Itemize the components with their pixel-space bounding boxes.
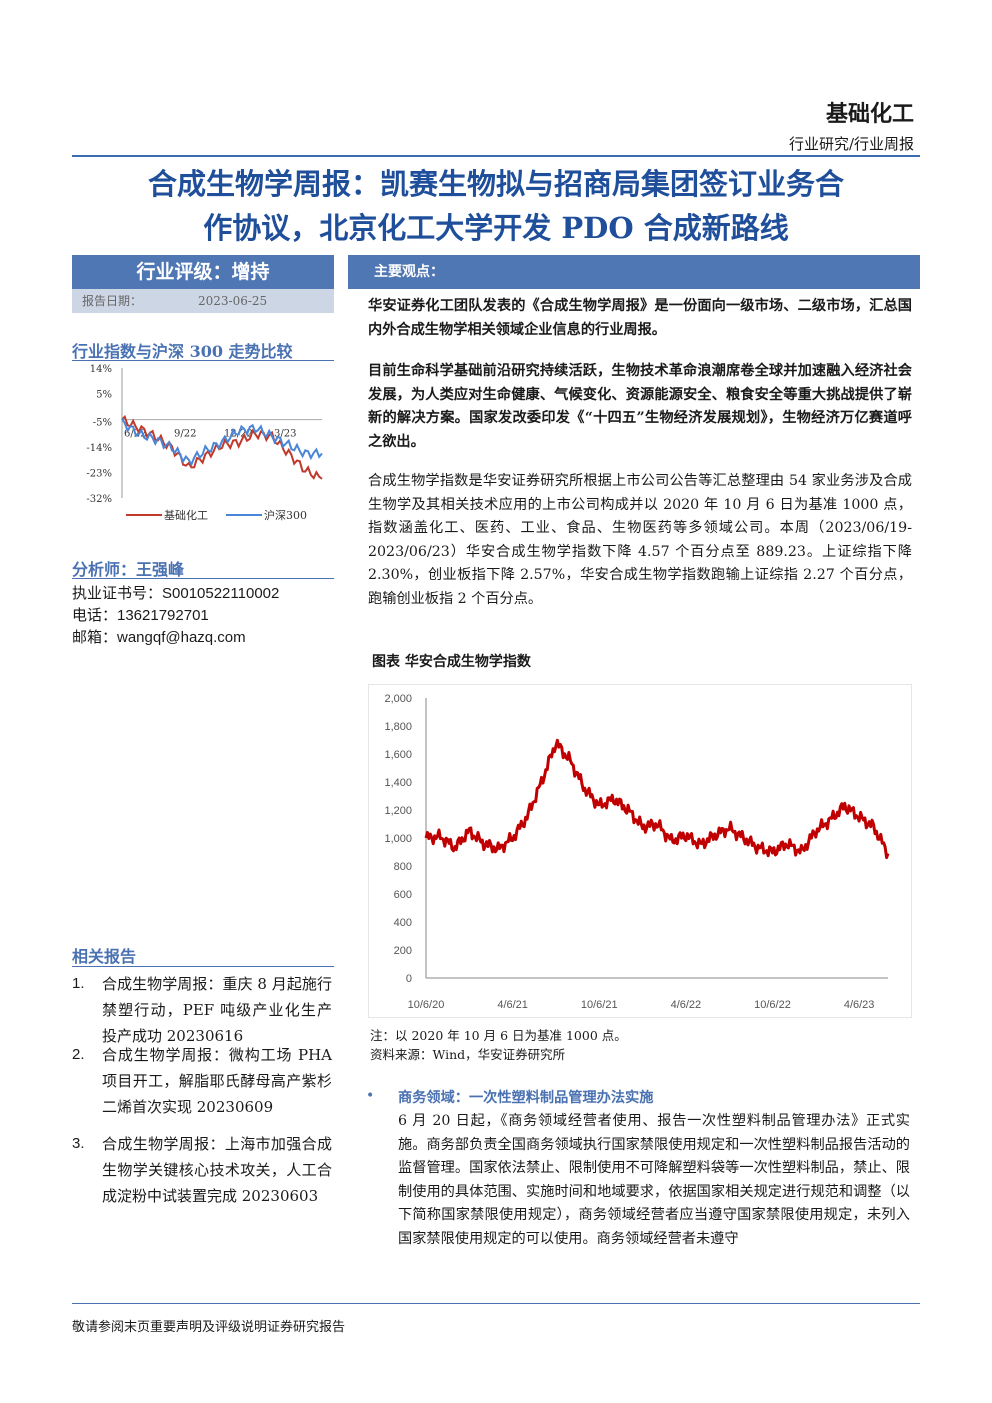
y-tick-label: 2,000 (384, 693, 412, 705)
header-divider (72, 155, 920, 157)
synbio-index-chart: 2,000 1,800 1,600 1,400 1,200 1,000 800 600 400 2… (368, 684, 912, 1018)
index-comparison-chart: 14%5%-5%-14%-23%-32%6/22 9/22 12/22 3/23基础化… (86, 364, 323, 522)
analyst-certificate: 执业证书号：S0010522110002 (72, 585, 280, 602)
y-tick-label: 1,400 (384, 777, 412, 789)
y-tick-label: 5% (96, 389, 112, 400)
chart-frame (368, 684, 912, 1018)
sector-name: 基础化工 (825, 101, 914, 127)
y-tick-label: -14% (86, 443, 112, 454)
y-tick-label: 14% (90, 364, 112, 375)
footer-disclaimer: 敬请参阅末页重要声明及评级说明证券研究报告 (72, 1320, 346, 1335)
related-report-link[interactable]: 合成生物学周报：微构工场 PHA 项目开工，解脂耶氏酵母高产紫杉二烯首次实现 2… (102, 1046, 332, 1116)
index-chart-caption: 图表 华安合成生物学指数 (372, 654, 531, 670)
footer-divider (72, 1303, 920, 1304)
index-chart-heading: 行业指数与沪深 300 走势比较 (72, 342, 293, 361)
y-tick-label: -23% (86, 469, 112, 480)
analyst-divider (72, 578, 334, 579)
background-paragraph: 目前生命科学基础前沿研究持续活跃，生物技术革命浪潮席卷全球并加速融入经济社会发展… (368, 363, 912, 450)
intro-paragraph: 华安证券化工团队发表的《合成生物学周报》是一份面向一级市场、二级市场，汇总国内外… (368, 298, 912, 338)
x-tick-label: 10/6/21 (581, 999, 618, 1011)
x-tick-label: 4/6/21 (497, 999, 528, 1011)
analyst-email[interactable]: 邮箱：wangqf@hazq.com (72, 629, 246, 646)
news-body: 6 月 20 日起，《商务领域经营者使用、报告一次性塑料制品管理办法》正式实施。… (398, 1113, 910, 1247)
series-line-0 (121, 414, 323, 480)
related-report-link[interactable]: 合成生物学周报：重庆 8 月起施行禁塑行动，PEF 吨级产业化生产投产成功 20… (102, 975, 332, 1045)
y-tick-label: 1,600 (384, 749, 412, 761)
related-report-number: 3. (72, 1135, 85, 1152)
related-report-number: 2. (72, 1046, 85, 1063)
main-views-label: 主要观点： (374, 264, 444, 280)
y-tick-label: 800 (394, 861, 412, 873)
bullet-icon: • (366, 1088, 375, 1104)
related-report-link[interactable]: 合成生物学周报：上海市加强合成生物学关键核心技术攻关，人工合成淀粉中试装置完成 … (102, 1135, 332, 1205)
analyst-phone: 电话：13621792701 (72, 607, 209, 624)
y-tick-label: 1,200 (384, 805, 412, 817)
x-tick-label: 9/22 (174, 429, 196, 440)
index-summary-paragraph: 合成生物学指数是华安证券研究所根据上市公司公告等汇总整理由 54 家业务涉及合成… (368, 473, 912, 607)
report-date-label: 报告日期： (82, 294, 143, 308)
y-tick-label: 600 (394, 889, 412, 901)
x-tick-label: 4/6/22 (671, 999, 702, 1011)
title-line-2: 作协议，北京化工大学开发 PDO 合成新路线 (203, 211, 789, 245)
title-line-1: 合成生物学周报：凯赛生物拟与招商局集团签订业务合 (147, 167, 844, 201)
series-line-1 (121, 418, 323, 467)
index-chart-divider (72, 360, 334, 361)
y-tick-label: -32% (86, 494, 112, 505)
analyst-heading: 分析师：王强峰 (72, 560, 185, 579)
legend-label: 沪深300 (264, 508, 307, 522)
related-report-number: 1. (72, 975, 85, 992)
chart-note: 注：以 2020 年 10 月 6 日为基准 1000 点。 (370, 1028, 627, 1043)
related-reports-heading: 相关报告 (72, 947, 137, 966)
report-date-bar: 报告日期： 2023-06-25 (72, 289, 334, 313)
y-tick-label: 0 (406, 973, 412, 985)
index-series-line (424, 738, 890, 860)
document-title: 合成生物学周报：凯赛生物拟与招商局集团签订业务合 作协议，北京化工大学开发 PD… (72, 162, 920, 250)
y-tick-label: 200 (394, 945, 412, 957)
report-type: 行业研究/行业周报 (788, 135, 914, 153)
main-views-banner: 主要观点： (348, 255, 920, 289)
y-tick-label: 1,000 (384, 833, 412, 845)
y-tick-label: 400 (394, 917, 412, 929)
y-tick-label: -5% (93, 418, 112, 429)
x-tick-label: 4/6/23 (844, 999, 875, 1011)
news-heading: 商务领域：一次性塑料制品管理办法实施 (398, 1090, 654, 1106)
chart-source: 资料来源：Wind，华安证券研究所 (370, 1047, 566, 1062)
related-reports-divider (72, 966, 334, 967)
x-tick-label: 3/23 (274, 429, 296, 440)
y-tick-label: 1,800 (384, 721, 412, 733)
x-tick-label: 10/6/20 (408, 999, 445, 1011)
x-tick-label: 10/6/22 (754, 999, 791, 1011)
rating-banner: 行业评级：增持 (72, 255, 334, 289)
legend-label: 基础化工 (164, 508, 208, 522)
report-date-value: 2023-06-25 (198, 294, 268, 308)
